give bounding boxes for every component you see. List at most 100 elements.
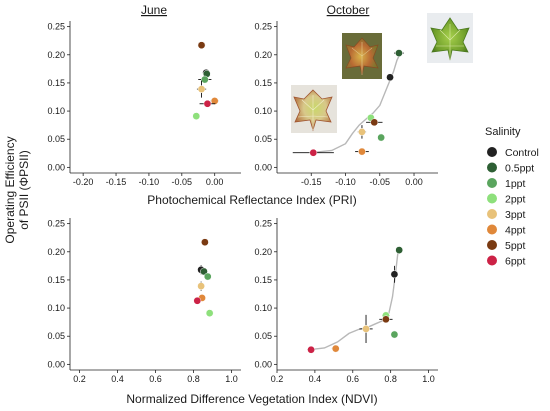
x-axis-label-pri: Photochemical Reflectance Index (PRI) — [147, 193, 356, 207]
data-point-3ppt — [359, 314, 373, 343]
point-marker — [197, 41, 206, 50]
legend-swatch — [487, 178, 497, 188]
legend-swatch — [487, 162, 497, 173]
data-point-1ppt — [203, 272, 212, 281]
data-point-control — [386, 73, 394, 82]
y-tick-label: 0.20 — [254, 50, 272, 60]
y-tick-label: 0.25 — [254, 219, 272, 229]
x-tick-label: -0.05 — [172, 177, 193, 187]
point-marker — [331, 344, 340, 353]
legend-item-control: Control — [487, 147, 539, 159]
panel-title-october: October — [327, 3, 370, 17]
point-marker — [307, 345, 315, 354]
leaf-photo-healthy — [427, 13, 473, 63]
legend-item-0-5ppt: 0.5ppt — [487, 162, 534, 175]
x-axis-label-ndvi: Normalized Difference Vegetation Index (… — [126, 392, 377, 406]
point-marker — [197, 85, 206, 93]
panel-title-june: June — [141, 3, 167, 17]
legend-swatch — [487, 240, 497, 250]
point-marker — [362, 325, 370, 333]
y-tick-label: 0.10 — [254, 303, 272, 313]
data-point-4ppt — [355, 147, 369, 156]
y-tick-label: 0.00 — [47, 162, 65, 172]
legend-swatch — [487, 193, 497, 204]
y-tick-label: 0.25 — [47, 22, 65, 32]
y-tick-label: 0.10 — [47, 106, 65, 116]
x-tick-label: -0.15 — [301, 177, 322, 187]
data-point-0-5ppt — [395, 246, 404, 254]
y-axis-label-line1: Operating Efficiency — [3, 136, 17, 243]
point-marker — [390, 270, 399, 279]
y-tick-label: 0.20 — [47, 247, 65, 257]
y-tick-label: 0.15 — [47, 275, 65, 285]
y-tick-label: 0.15 — [254, 275, 272, 285]
data-point-1ppt — [198, 75, 212, 84]
y-tick-label: 0.20 — [254, 247, 272, 257]
panel-june-ndvi: 0.00 0.05 0.10 0.15 0.20 0.25 0.2 0.4 0.6 0.8 1.0 — [47, 218, 241, 384]
data-point-2ppt — [192, 112, 201, 120]
y-tick-label: 0.15 — [47, 78, 65, 88]
x-tick-label: 0.4 — [111, 374, 124, 384]
y-tick-label: 0.25 — [47, 219, 65, 229]
y-tick-label: 0.00 — [254, 359, 272, 369]
legend-swatch — [487, 255, 497, 266]
data-point-1ppt — [377, 133, 385, 142]
point-marker — [210, 97, 219, 105]
legend-item-4ppt: 4ppt — [487, 224, 526, 237]
y-tick-label: 0.15 — [254, 78, 272, 88]
point-marker — [382, 315, 390, 324]
legend-swatch — [487, 224, 497, 235]
data-point-3ppt — [357, 125, 367, 139]
data-point-4ppt — [331, 344, 340, 353]
legend-item-5ppt: 5ppt — [487, 240, 526, 252]
point-marker — [395, 246, 404, 254]
legend-label: 2ppt — [505, 194, 526, 206]
data-point-3ppt — [197, 281, 205, 291]
data-point-2ppt — [205, 309, 214, 317]
leaf-photo-stressed — [291, 85, 337, 133]
data-point-6ppt — [193, 296, 202, 305]
point-marker — [395, 49, 403, 57]
data-point-0-5ppt — [394, 49, 404, 57]
x-tick-label: -0.05 — [370, 177, 391, 187]
x-tick-label: 0.2 — [73, 374, 86, 384]
x-tick-label: 0.6 — [347, 374, 360, 384]
point-marker — [377, 133, 385, 142]
legend-item-3ppt: 3ppt — [487, 209, 526, 221]
data-point-6ppt — [199, 99, 216, 108]
panel-october-ndvi: 0.00 0.05 0.10 0.15 0.20 0.25 0.2 0.4 0.6 0.8 1.0 — [254, 218, 438, 384]
legend-item-2ppt: 2ppt — [487, 193, 526, 206]
legend-swatch — [487, 209, 497, 219]
data-point-5ppt — [197, 41, 206, 50]
data-point-5ppt — [379, 315, 393, 324]
data-point-5ppt — [201, 238, 209, 247]
point-marker — [197, 282, 205, 290]
y-tick-label: 0.10 — [254, 106, 272, 116]
data-point-6ppt — [292, 148, 334, 157]
panel-june-pri: 0.00 0.05 0.10 0.15 0.20 0.25 -0.20 -0.15 -0.10 -… — [47, 21, 241, 187]
point-marker — [192, 112, 201, 120]
trend-curve — [309, 250, 399, 351]
legend-title: Salinity — [485, 126, 521, 138]
point-marker — [358, 147, 366, 156]
legend-item-6ppt: 6ppt — [487, 255, 526, 268]
legend-swatch — [487, 147, 497, 157]
legend-label: Control — [505, 147, 539, 159]
x-tick-label: -0.20 — [73, 177, 94, 187]
data-point-control — [390, 265, 399, 283]
x-tick-label: 0.4 — [309, 374, 322, 384]
point-marker — [203, 272, 212, 281]
point-marker — [309, 148, 318, 157]
x-tick-label: 0.8 — [384, 374, 397, 384]
y-tick-label: 0.05 — [254, 331, 272, 341]
x-tick-label: 1.0 — [422, 374, 435, 384]
y-tick-label: 0.00 — [254, 162, 272, 172]
y-axis-label-line2: of PSII (ΦPSII) — [17, 150, 31, 230]
y-tick-label: 0.25 — [254, 22, 272, 32]
y-tick-label: 0.20 — [47, 50, 65, 60]
data-point-5ppt — [366, 118, 383, 127]
point-marker — [358, 128, 366, 136]
x-tick-label: 0.00 — [405, 177, 423, 187]
point-marker — [193, 296, 202, 305]
